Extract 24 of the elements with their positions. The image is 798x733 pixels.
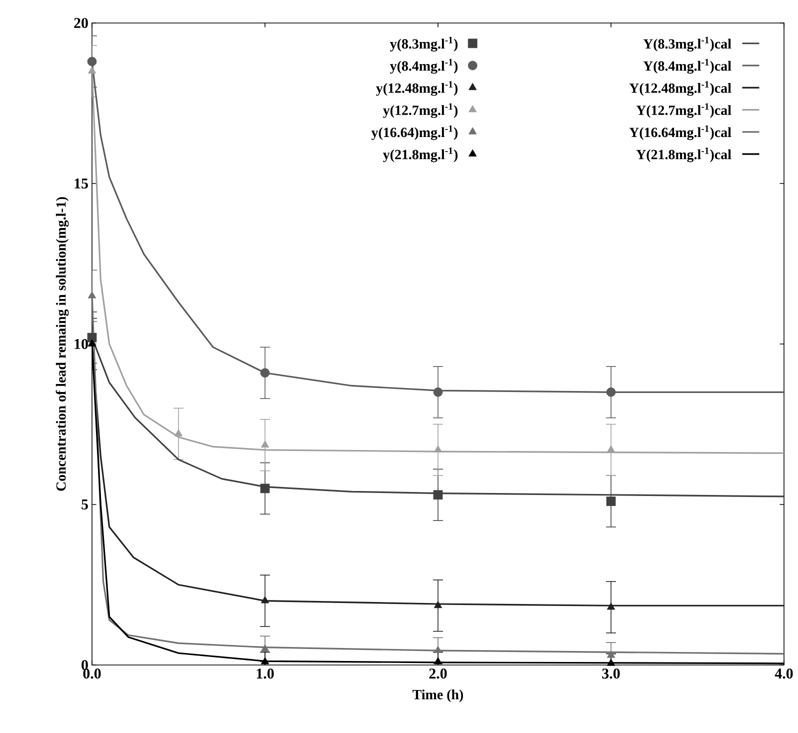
legend-label: y(8.4mg.l$^{-1}$)	[390, 58, 458, 74]
legend-label: y(8.3mg.l$^{-1}$)	[390, 36, 458, 52]
y-tick-label: 10	[74, 338, 88, 350]
y-tick-label: 0	[82, 660, 88, 670]
legend-label: Y(8.4mg.l$^{-1}$)cal	[643, 58, 732, 74]
x-tick-label: 0.0	[83, 668, 101, 679]
legend-label: Y(12.48mg.l$^{-1}$)cal	[629, 81, 732, 96]
legend-label: y(21.8mg.l$^{-1}$)	[383, 147, 458, 162]
x-tick-label: 2.0	[429, 668, 447, 679]
x-tick-label: 3.0	[602, 668, 620, 679]
legend-label: y(12.48mg.l$^{-1}$)	[376, 81, 458, 96]
y-tick-label: 20	[74, 18, 88, 28]
y-tick-label: 5	[82, 500, 88, 510]
y-tick-label: 15	[74, 178, 88, 188]
x-tick-label: 4.0	[774, 668, 793, 679]
legend-label: y(12.7mg.l$^{-1}$)	[383, 103, 458, 118]
legend-label: y(16.64)mg.l$^{-1}$)	[371, 125, 458, 140]
legend-label: Y(8.3mg.l$^{-1}$)cal	[643, 36, 732, 52]
x-tick-label: 1.0	[256, 668, 274, 679]
legend-label: Y(21.8mg.l$^{-1}$)cal	[636, 147, 732, 162]
y-axis-title: Concentration of lead remaing in solution(mg.l-1)	[56, 197, 69, 491]
legend-label: Y(16.64mg.l$^{-1}$)cal	[629, 125, 732, 140]
x-axis-title: Time (h)	[412, 690, 464, 702]
legend-label: Y(12.7mg.l$^{-1}$)cal	[636, 103, 732, 118]
